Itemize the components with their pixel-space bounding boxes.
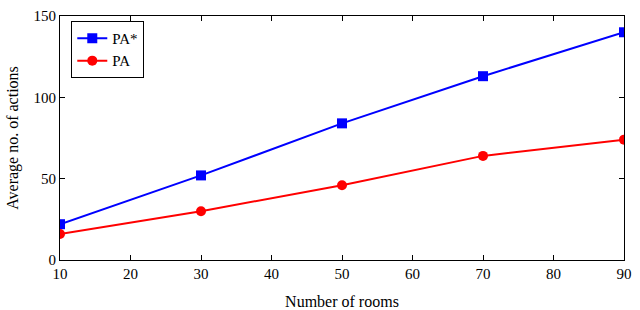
svg-text:50: 50 [41,171,56,187]
svg-text:80: 80 [546,266,561,282]
svg-text:10: 10 [53,266,68,282]
svg-text:Average no. of actions: Average no. of actions [4,66,22,210]
svg-text:Number of rooms: Number of rooms [285,293,399,310]
svg-text:100: 100 [34,90,57,106]
svg-text:50: 50 [335,266,350,282]
svg-text:PA*: PA* [112,31,137,47]
svg-text:PA: PA [112,53,130,69]
svg-text:40: 40 [264,266,279,282]
svg-text:60: 60 [405,266,420,282]
svg-text:90: 90 [617,266,632,282]
svg-text:70: 70 [476,266,491,282]
svg-text:0: 0 [49,252,57,268]
svg-text:30: 30 [194,266,209,282]
svg-text:150: 150 [34,8,57,24]
svg-text:20: 20 [123,266,138,282]
